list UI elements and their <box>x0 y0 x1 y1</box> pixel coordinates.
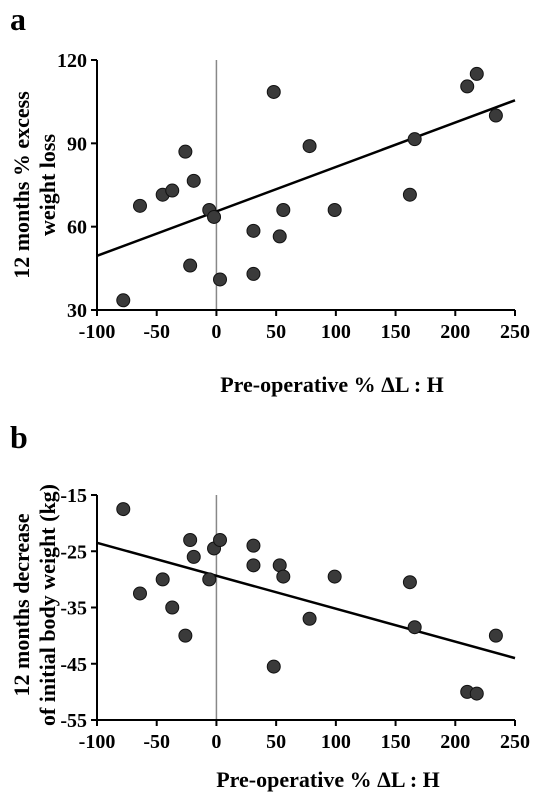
panel-b-data-point <box>327 569 342 584</box>
panel-a-xlabel: Pre-operative % ΔL : H <box>220 372 444 397</box>
panel-b-data-point <box>246 538 261 553</box>
panel-b-data-point <box>186 549 201 564</box>
panel-b-data-point <box>132 586 147 601</box>
panel-b: b 12 months decrease of initial body wei… <box>9 419 530 792</box>
panel-a-regression-line <box>96 99 516 258</box>
panel-b-x-tick-label: -100 <box>79 731 116 753</box>
panel-b-y-tick-label: -55 <box>60 710 87 732</box>
panel-b-x-tick-label: 50 <box>266 731 286 753</box>
panel-b-y-tick-label: -35 <box>60 598 87 620</box>
panel-a-data-point <box>266 84 281 99</box>
panel-b-data-point <box>469 686 484 701</box>
panel-b-xlabel: Pre-operative % ΔL : H <box>216 767 440 792</box>
panel-b-y-tick-label: -45 <box>60 654 87 676</box>
panel-a-ylabel-line2: weight loss <box>35 134 60 237</box>
panel-a-data-point <box>407 132 422 147</box>
panel-b-data-point <box>276 569 291 584</box>
panel-a-data-point <box>460 79 475 94</box>
panel-b-label: b <box>10 419 28 455</box>
panel-b-x-tick-label: 150 <box>381 731 411 753</box>
panel-b-ylabel-line2: of initial body weight (kg) <box>35 484 60 726</box>
panel-a-data-point <box>178 144 193 159</box>
panel-a-data-point <box>488 108 503 123</box>
panel-b-y-tick-label: -25 <box>60 541 87 563</box>
panel-a-x-tick-label: 0 <box>211 321 221 343</box>
panel-b-ylabel-line1: 12 months decrease <box>9 513 34 696</box>
panel-b-data-point <box>266 659 281 674</box>
panel-a-x-tick-label: 50 <box>266 321 286 343</box>
panel-a-label: a <box>10 1 26 37</box>
panel-a-data-point <box>302 139 317 154</box>
panel-a-y-tick-label: 60 <box>67 217 87 239</box>
panel-a-x-tick-label: 200 <box>440 321 470 343</box>
panel-b-data-point <box>183 533 198 547</box>
panel-a-y-tick-label: 120 <box>57 50 87 72</box>
panel-a-y-tick-label: 90 <box>67 133 87 155</box>
panel-a-x-tick-label: 100 <box>321 321 351 343</box>
panel-a-data-point <box>327 203 342 217</box>
panel-a-data-point <box>272 229 287 244</box>
panel-b-data-point <box>213 533 228 547</box>
panel-a-y-tick-label: 30 <box>67 300 87 322</box>
panel-b-data-point <box>488 628 503 643</box>
panel-a-data-point <box>186 173 201 188</box>
panel-a: a 12 months % excess weight loss Pre-ope… <box>9 1 530 397</box>
panel-b-data-point <box>202 572 217 587</box>
panel-a-data-point <box>207 209 222 224</box>
panel-a-x-tick-label: -100 <box>79 321 116 343</box>
panel-a-data-point <box>116 293 131 308</box>
panel-b-data-point <box>165 600 180 615</box>
panel-a-data-point <box>469 66 484 81</box>
panel-a-data-point <box>213 272 228 287</box>
panel-b-data-point <box>302 611 317 626</box>
panel-a-data-point <box>132 198 147 213</box>
panel-b-x-tick-label: 100 <box>321 731 351 753</box>
panel-b-y-tick-label: -15 <box>60 485 87 507</box>
panel-a-x-tick-label: 250 <box>500 321 530 343</box>
panel-b-data-point <box>402 575 417 590</box>
panel-b-data-point <box>116 502 131 517</box>
panel-a-data-point <box>246 266 261 281</box>
panel-a-data-point <box>402 187 417 202</box>
panel-a-x-tick-label: -50 <box>143 321 170 343</box>
panel-a-ylabel-line1: 12 months % excess <box>9 91 34 279</box>
panel-a-data-point <box>183 258 198 273</box>
panel-a-data-point <box>246 223 261 238</box>
panel-b-data-point <box>178 628 193 643</box>
panel-b-data-point <box>155 572 170 587</box>
panel-a-data-point <box>276 203 291 217</box>
panel-b-regression-line <box>96 541 516 660</box>
panel-b-x-tick-label: -50 <box>143 731 170 753</box>
panel-a-data-point <box>165 183 180 198</box>
panel-b-data-point <box>407 620 422 635</box>
panel-b-x-tick-label: 200 <box>440 731 470 753</box>
panel-b-data-point <box>246 558 261 573</box>
panel-a-x-tick-label: 150 <box>381 321 411 343</box>
panel-b-x-tick-label: 250 <box>500 731 530 753</box>
panel-b-x-tick-label: 0 <box>211 731 221 753</box>
